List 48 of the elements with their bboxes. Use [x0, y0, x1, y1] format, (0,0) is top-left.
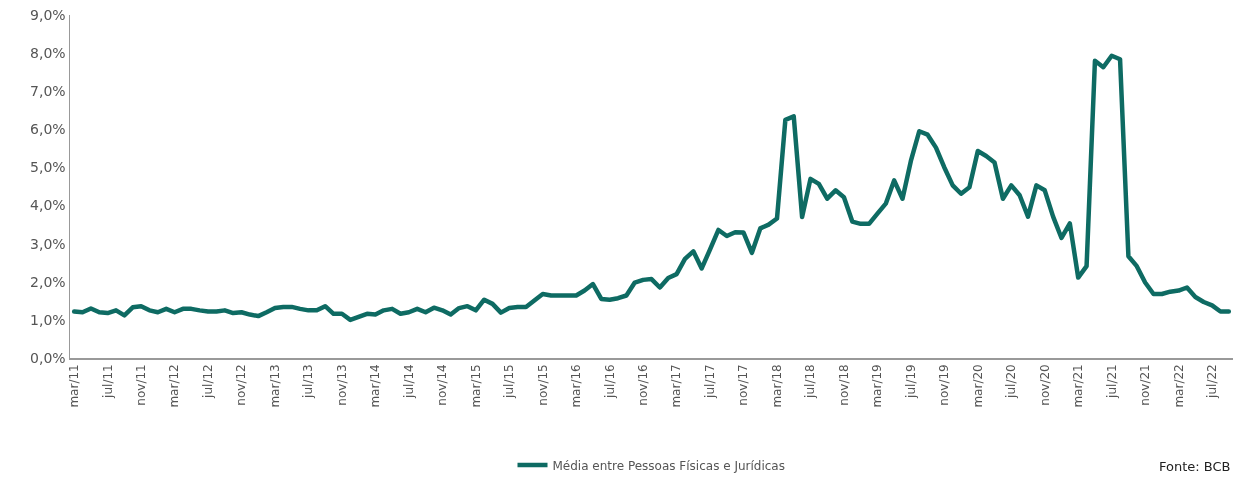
x-tick-label: nov/15 [535, 364, 550, 406]
x-tick-label: mar/11 [67, 364, 82, 408]
y-tick-label: 9,0% [30, 6, 66, 23]
x-tick-label: jul/11 [100, 364, 115, 399]
legend-label: Média entre Pessoas Físicas e Jurídicas [552, 458, 785, 473]
y-tick-label: 1,0% [30, 311, 66, 328]
x-tick-label: mar/20 [970, 364, 985, 408]
x-tick-label: mar/14 [368, 364, 383, 408]
x-tick-label: jul/14 [401, 364, 416, 399]
y-tick-label: 7,0% [30, 83, 66, 100]
x-tick-label: nov/21 [1138, 364, 1153, 406]
x-tick-label: jul/18 [803, 364, 818, 399]
x-tick-label: mar/12 [167, 364, 182, 408]
x-tick-label: nov/12 [234, 364, 249, 406]
x-tick-label: jul/22 [1204, 364, 1219, 399]
x-tick-label: jul/13 [301, 364, 316, 399]
x-tick-label: jul/12 [200, 364, 215, 399]
y-tick-label: 2,0% [30, 273, 66, 290]
x-tick-label: nov/17 [736, 364, 751, 406]
x-tick-label: mar/22 [1171, 364, 1186, 408]
x-tick-label: nov/16 [636, 364, 651, 406]
x-tick-label: mar/18 [769, 364, 784, 408]
x-tick-label: jul/21 [1104, 364, 1119, 399]
x-tick-label: mar/13 [267, 364, 282, 408]
y-tick-label: 8,0% [30, 45, 66, 62]
x-tick-label: jul/19 [903, 364, 918, 399]
y-tick-label: 0,0% [30, 349, 66, 366]
source-note: Fonte: BCB [1159, 459, 1231, 474]
y-tick-label: 3,0% [30, 235, 66, 252]
x-tick-label: nov/13 [334, 364, 349, 406]
y-tick-label: 5,0% [30, 159, 66, 176]
x-tick-label: mar/21 [1071, 364, 1086, 408]
x-tick-label: nov/11 [134, 364, 149, 406]
line-series [71, 53, 1232, 323]
x-tick-label: jul/15 [502, 364, 517, 399]
x-tick-label: jul/16 [602, 364, 617, 399]
y-tick-label: 6,0% [30, 121, 66, 138]
x-tick-label: jul/17 [702, 364, 717, 399]
x-tick-label: nov/19 [937, 364, 952, 406]
x-tick-label: mar/17 [669, 364, 684, 408]
x-tick-label: nov/14 [435, 364, 450, 406]
x-tick-label: mar/19 [870, 364, 885, 408]
x-tick-label: jul/20 [1004, 364, 1019, 399]
x-tick-label: mar/15 [468, 364, 483, 408]
x-tick-label: nov/20 [1037, 364, 1052, 406]
x-tick-label: mar/16 [569, 364, 584, 408]
x-tick-label: nov/18 [836, 364, 851, 406]
y-tick-label: 4,0% [30, 197, 66, 214]
